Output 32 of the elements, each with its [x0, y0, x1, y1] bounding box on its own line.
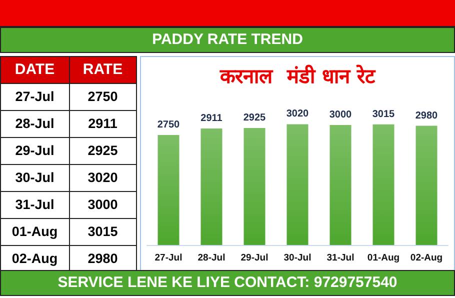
text: 2980 — [88, 251, 118, 266]
data-label: 2925 — [243, 112, 266, 124]
category-label: 27-Jul — [15, 89, 54, 104]
x-tick-label: 01-Aug — [367, 252, 400, 264]
x-tick-label: 02-Aug — [410, 252, 443, 264]
category-label: 01-Aug — [12, 224, 58, 239]
text: SERVICE LENE KE LIYE CONTACT: 9729757540 — [0, 270, 455, 296]
x-tick-label: 28-Jul — [198, 252, 226, 264]
x-tick-label: 30-Jul — [284, 252, 312, 264]
text: RATE — [70, 57, 137, 84]
text: 2911 — [88, 116, 118, 131]
data-label: 3020 — [286, 108, 310, 120]
category-label: 30-Jul — [15, 170, 54, 185]
text: 3000 — [88, 197, 118, 212]
chart-title: PADDY RATE TREND — [0, 27, 455, 53]
text: 3015 — [88, 224, 118, 239]
category-label: 29-Jul — [15, 143, 54, 158]
data-label: 2911 — [200, 113, 223, 124]
text: 2750 — [88, 89, 118, 104]
data-label: 2750 — [157, 120, 180, 130]
category-label: 31-Jul — [15, 197, 54, 212]
category-label: 28-Jul — [15, 116, 54, 131]
x-tick-label: 31-Jul — [326, 252, 354, 264]
x-tick-label: 29-Jul — [240, 252, 268, 264]
text: DATE — [1, 57, 70, 84]
text: 3020 — [88, 170, 118, 185]
data-label: 3000 — [329, 110, 352, 120]
chart-subtitle: करनाल मंडी धान रेट — [219, 64, 376, 88]
x-tick-label: 27-Jul — [154, 252, 182, 264]
data-label: 3015 — [372, 108, 396, 120]
data-label: 2980 — [415, 110, 438, 122]
text: 2925 — [88, 143, 118, 158]
